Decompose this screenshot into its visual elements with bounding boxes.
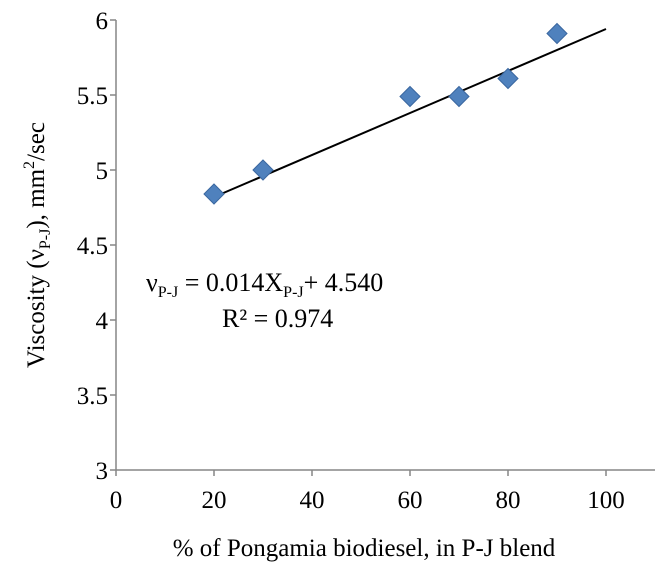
y-axis-title-subscript: P-J (37, 229, 54, 249)
y-axis-title: Viscosity (νP-J), mm2/sec (21, 122, 54, 368)
equation-end: + 4.540 (304, 268, 384, 297)
x-axis-title: % of Pongamia biodiesel, in P-J blend (173, 535, 556, 562)
equation-middle: = 0.014X (178, 268, 283, 297)
data-point (497, 67, 519, 90)
equation-nu-subscript: P-J (158, 284, 178, 301)
y-tick-label: 5 (96, 158, 109, 185)
equation-nu: ν (146, 268, 158, 297)
data-points (203, 22, 568, 205)
y-axis-title-superscript: 2 (21, 161, 38, 169)
y-tick-label: 4 (96, 308, 109, 335)
y-tick-label: 3.5 (77, 383, 108, 410)
equation-x-subscript: P-J (283, 284, 303, 301)
trendline (213, 28, 607, 198)
data-point (203, 183, 225, 205)
x-tick-label: 0 (110, 487, 123, 514)
x-ticks: 0 20 40 60 80 100 (110, 470, 625, 514)
y-axis-title-prefix: Viscosity (ν (23, 249, 50, 368)
trendline-group (213, 28, 607, 198)
regression-equation: νP-J = 0.014XP-J+ 4.540 (146, 268, 383, 301)
data-point (448, 85, 470, 108)
data-point (546, 22, 568, 45)
r-squared-label: R² = 0.974 (222, 304, 333, 333)
y-ticks: 3 3.5 4 4.5 5 5.5 6 (77, 8, 116, 485)
x-tick-label: 60 (398, 487, 423, 514)
axes (115, 20, 655, 471)
y-tick-label: 5.5 (77, 83, 108, 110)
y-tick-label: 3 (96, 458, 109, 485)
data-point (252, 159, 274, 181)
y-tick-label: 4.5 (77, 233, 108, 260)
y-axis-title-middle: ), mm (23, 168, 50, 228)
data-point (399, 85, 421, 108)
y-tick-label: 6 (96, 8, 109, 35)
x-tick-label: 80 (496, 487, 521, 514)
x-tick-label: 20 (202, 487, 227, 514)
y-axis-title-suffix: /sec (23, 122, 50, 161)
x-tick-label: 100 (587, 487, 625, 514)
x-tick-label: 40 (300, 487, 325, 514)
